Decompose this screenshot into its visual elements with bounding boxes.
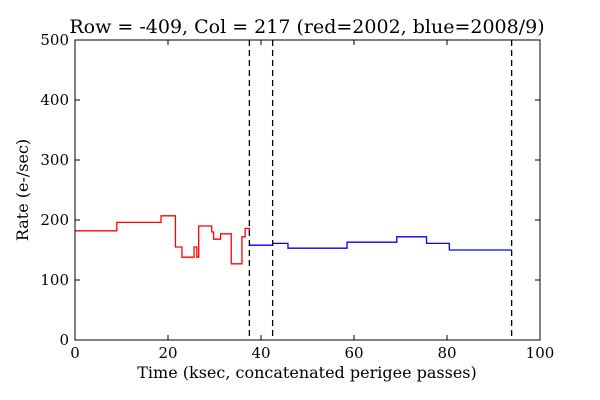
y-tick-label: 400 — [40, 91, 69, 109]
x-tick-label: 100 — [526, 344, 555, 362]
x-tick-label: 40 — [251, 344, 270, 362]
series-line-1 — [75, 215, 251, 265]
y-tick-label: 100 — [40, 271, 69, 289]
axis-ticks: 0 20 40 60 80 100 0 100 200 300 400 500 — [40, 31, 554, 362]
y-tick-label: 0 — [59, 331, 69, 349]
y-tick-label: 300 — [40, 151, 69, 169]
chart-title: Row = -409, Col = 217 (red=2002, blue=20… — [69, 16, 544, 38]
axes-frame — [74, 39, 541, 341]
plot-area — [74, 39, 541, 341]
x-tick-label: 80 — [437, 344, 456, 362]
x-tick-label: 20 — [158, 344, 177, 362]
x-axis-label: Time (ksec, concatenated perigee passes) — [137, 363, 477, 382]
x-tick-label: 0 — [70, 344, 80, 362]
y-tick-label: 200 — [40, 211, 69, 229]
y-axis-label: Rate (e-/sec) — [13, 139, 32, 241]
y-tick-label: 500 — [40, 31, 69, 49]
x-tick-label: 60 — [344, 344, 363, 362]
series-line-2 — [249, 236, 512, 251]
